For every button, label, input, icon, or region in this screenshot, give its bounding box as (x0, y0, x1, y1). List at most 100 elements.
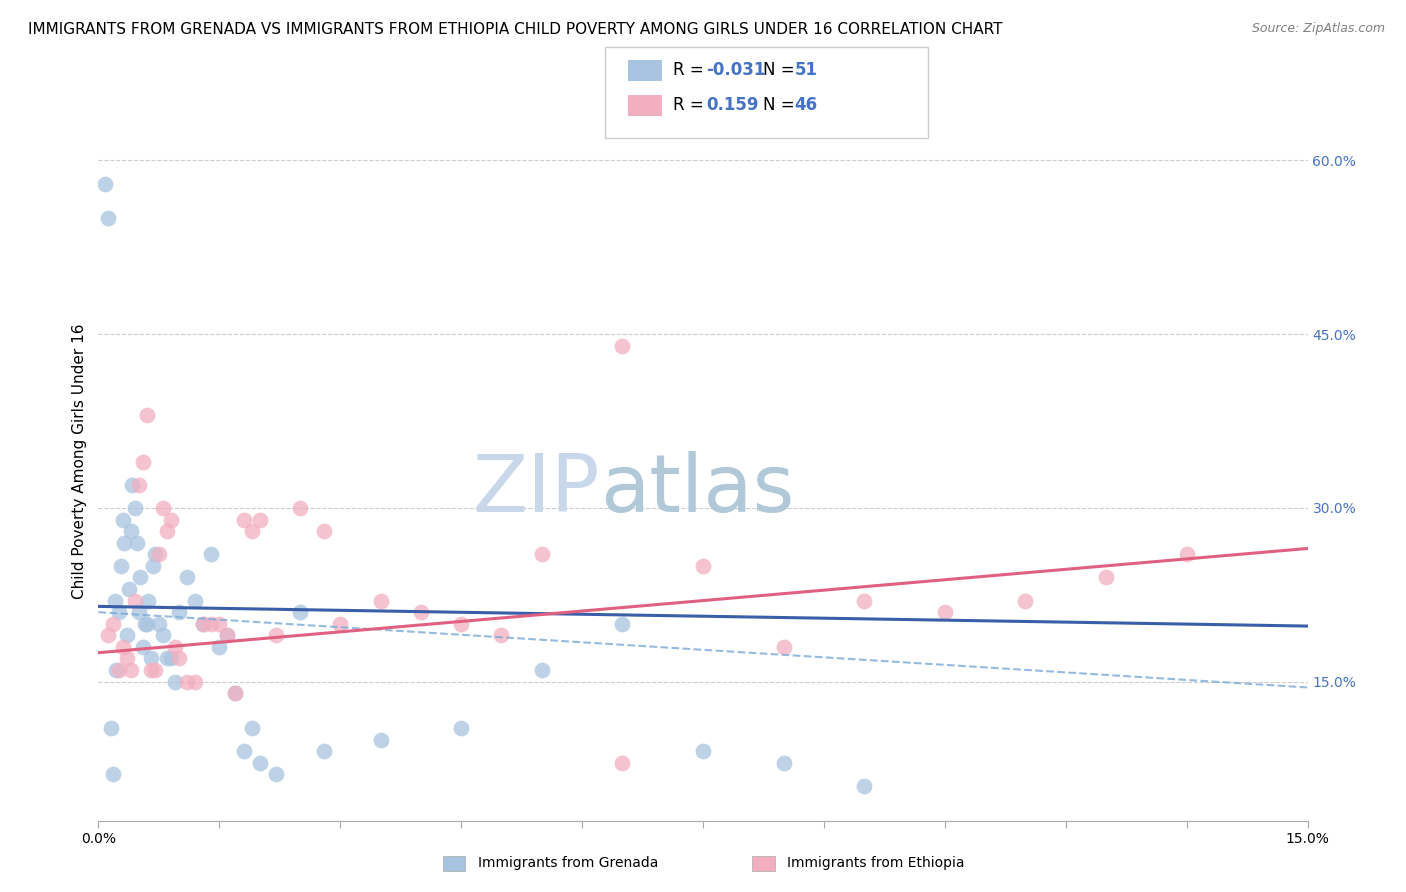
Point (101, 767, 124, 781)
Point (692, 558, 714, 573)
Point (121, 477, 143, 491)
Point (163, 674, 186, 689)
Point (152, 500, 174, 515)
Point (772, 756, 794, 770)
Point (110, 558, 132, 573)
Point (208, 640, 231, 654)
Point (142, 558, 165, 573)
Point (107, 605, 129, 619)
Text: Source: ZipAtlas.com: Source: ZipAtlas.com (1251, 22, 1385, 36)
Point (264, 628, 287, 642)
Point (115, 651, 138, 665)
Point (200, 616, 222, 631)
Point (167, 605, 190, 619)
Point (853, 779, 876, 793)
Point (200, 547, 222, 561)
Point (224, 686, 246, 700)
Point (176, 570, 198, 584)
Point (160, 651, 183, 665)
Point (143, 663, 166, 677)
Point (217, 628, 239, 642)
Point (184, 674, 207, 689)
Point (1014, 593, 1036, 607)
Point (193, 616, 215, 631)
Point (193, 616, 215, 631)
Point (160, 512, 183, 526)
Point (409, 605, 432, 619)
Point (120, 524, 142, 538)
Point (249, 512, 271, 526)
Point (124, 593, 146, 607)
Point (127, 535, 149, 549)
Point (156, 524, 179, 538)
Text: R =: R = (673, 96, 710, 114)
Point (232, 744, 254, 758)
Point (148, 547, 170, 561)
Point (103, 593, 125, 607)
Point (288, 500, 311, 515)
Point (167, 651, 190, 665)
Text: 51: 51 (794, 62, 817, 79)
Point (208, 616, 231, 631)
Point (530, 547, 553, 561)
Text: Immigrants from Ethiopia: Immigrants from Ethiopia (787, 856, 965, 871)
Point (1095, 570, 1118, 584)
Point (176, 674, 198, 689)
Point (370, 732, 392, 747)
Point (132, 640, 155, 654)
Point (139, 651, 162, 665)
Point (224, 686, 246, 700)
Point (94, 177, 117, 191)
Point (232, 512, 254, 526)
Point (97, 211, 120, 226)
Point (100, 721, 122, 735)
Point (156, 651, 179, 665)
Point (135, 409, 157, 423)
Text: 46: 46 (794, 96, 817, 114)
Point (120, 663, 142, 677)
Point (450, 721, 472, 735)
Point (111, 512, 134, 526)
Point (124, 500, 146, 515)
Point (329, 616, 352, 631)
Point (184, 593, 207, 607)
Point (853, 593, 876, 607)
Point (314, 524, 336, 538)
Point (107, 663, 129, 677)
Point (370, 593, 392, 607)
Point (143, 547, 166, 561)
Point (139, 663, 162, 677)
Point (249, 756, 271, 770)
Point (112, 535, 135, 549)
Point (772, 640, 794, 654)
Point (240, 524, 263, 538)
Point (152, 628, 174, 642)
Point (134, 616, 156, 631)
Point (163, 640, 186, 654)
Point (105, 663, 128, 677)
Point (450, 616, 472, 631)
Point (148, 616, 170, 631)
Point (612, 756, 634, 770)
Point (264, 767, 287, 781)
Text: ZIP: ZIP (472, 451, 600, 529)
Text: -0.031: -0.031 (706, 62, 765, 79)
Point (111, 640, 134, 654)
Text: N =: N = (763, 96, 800, 114)
Text: 0.159: 0.159 (706, 96, 758, 114)
Text: Immigrants from Grenada: Immigrants from Grenada (478, 856, 658, 871)
Point (612, 339, 634, 353)
Text: IMMIGRANTS FROM GRENADA VS IMMIGRANTS FROM ETHIOPIA CHILD POVERTY AMONG GIRLS UN: IMMIGRANTS FROM GRENADA VS IMMIGRANTS FR… (28, 22, 1002, 37)
Point (612, 616, 634, 631)
Point (314, 744, 336, 758)
Point (128, 477, 150, 491)
Point (692, 744, 714, 758)
Point (128, 605, 150, 619)
Text: atlas: atlas (600, 451, 794, 529)
Point (491, 628, 513, 642)
Point (132, 455, 155, 469)
Text: R =: R = (673, 62, 710, 79)
Point (240, 721, 263, 735)
Point (135, 616, 157, 631)
Point (288, 605, 311, 619)
